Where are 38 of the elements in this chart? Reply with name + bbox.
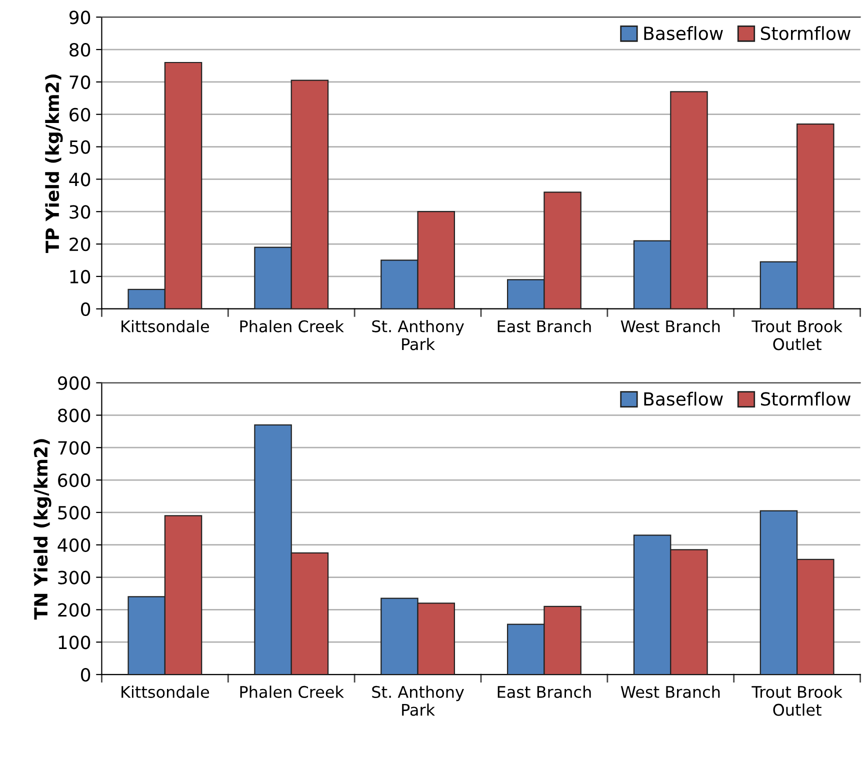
y-axis-title: TN Yield (kg/km2): [34, 439, 52, 620]
y-tick-label: 200: [58, 603, 90, 617]
legend-label: Baseflow: [644, 392, 723, 406]
y-tick-label: 600: [58, 473, 90, 488]
x-tick-label: East Branch: [498, 320, 591, 332]
x-tick-label: West Branch: [620, 686, 720, 698]
legend-label: Stormflow: [760, 392, 850, 406]
y-tick-label: 0: [81, 302, 90, 316]
y-tick-label: 700: [58, 441, 90, 455]
y-tick-label: 10: [70, 270, 90, 284]
legend-label: Stormflow: [760, 26, 850, 40]
x-tick-label: East Branch: [498, 686, 591, 698]
legend-label: Baseflow: [644, 26, 723, 40]
x-tick-label: St. Anthony Park: [372, 320, 464, 350]
y-tick-label: 900: [58, 376, 90, 390]
y-tick-label: 30: [70, 205, 90, 219]
y-tick-label: 500: [58, 506, 90, 520]
y-tick-label: 40: [69, 172, 90, 186]
y-tick-label: 0: [81, 668, 90, 682]
x-tick-label: St. Anthony Park: [372, 686, 464, 716]
y-tick-label: 300: [58, 570, 90, 584]
x-tick-label: Kittsondale: [122, 320, 209, 332]
y-tick-label: 60: [70, 108, 90, 122]
y-tick-label: 70: [70, 75, 90, 90]
y-tick-label: 90: [69, 10, 90, 24]
x-tick-label: Trout Brook Outlet: [752, 320, 842, 350]
x-tick-label: Kittsondale: [122, 686, 209, 698]
y-tick-label: 400: [58, 538, 90, 552]
x-tick-label: West Branch: [620, 320, 720, 332]
y-tick-label: 100: [58, 636, 90, 650]
x-tick-label: Phalen Creek: [240, 320, 344, 332]
y-tick-label: 80: [70, 42, 90, 57]
x-tick-label: Trout Brook Outlet: [752, 686, 842, 716]
y-tick-label: 800: [58, 408, 90, 422]
y-tick-label: 50: [70, 140, 90, 154]
y-axis-title: TP Yield (kg/km2): [45, 74, 63, 253]
y-tick-label: 20: [70, 237, 90, 252]
x-tick-label: Phalen Creek: [240, 686, 344, 698]
